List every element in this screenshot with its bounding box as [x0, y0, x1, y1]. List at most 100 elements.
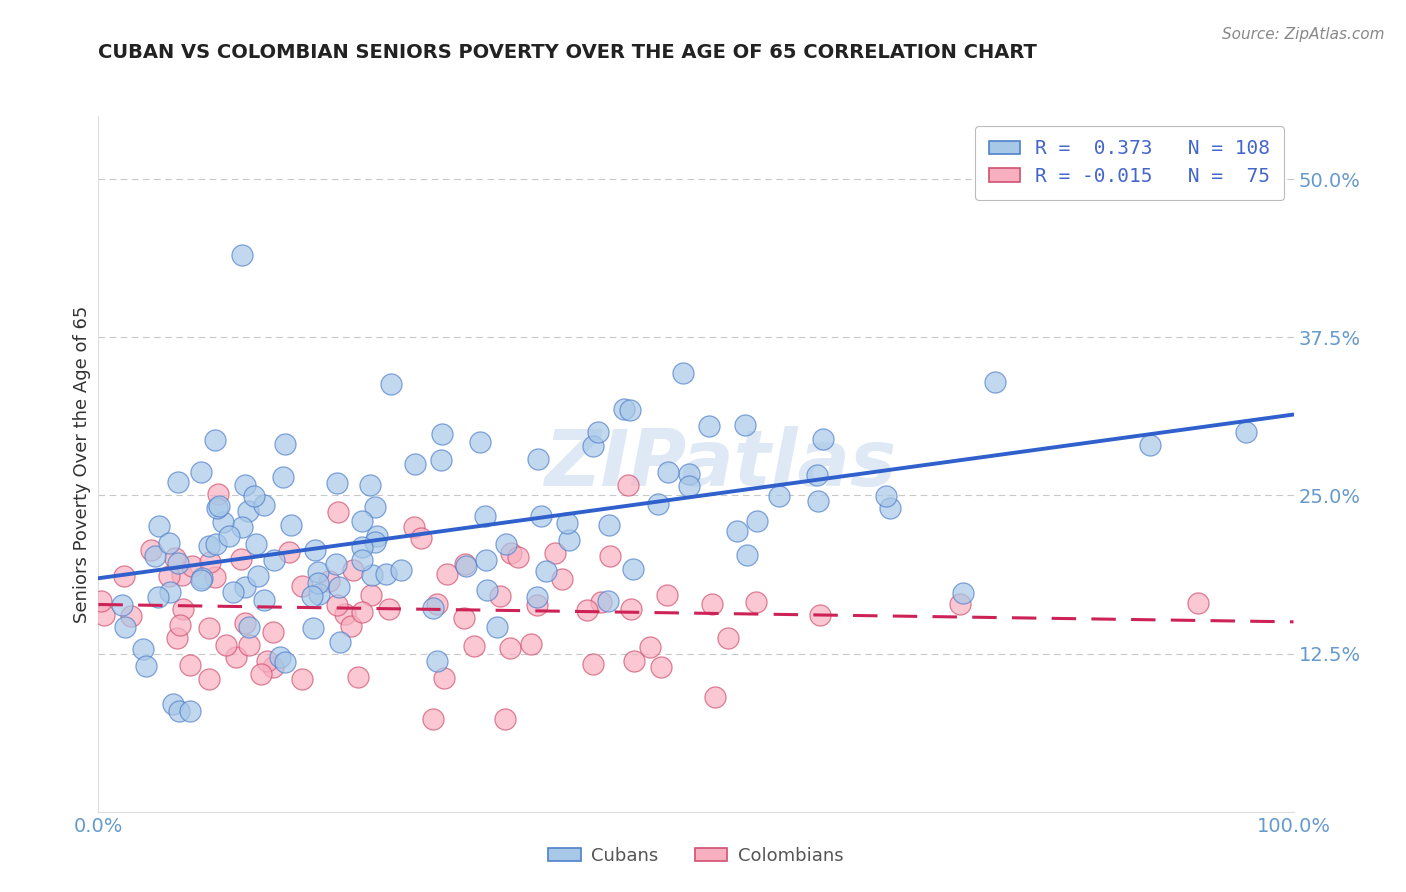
Point: [475, 583, 498, 598]
Point: [725, 524, 748, 538]
Point: [432, 672, 454, 686]
Point: [190, 573, 212, 587]
Point: [495, 537, 517, 551]
Point: [253, 498, 276, 512]
Point: [380, 377, 402, 392]
Point: [486, 620, 509, 634]
Point: [318, 574, 340, 589]
Point: [90, 594, 112, 608]
Point: [218, 528, 240, 542]
Point: [93, 608, 115, 623]
Point: [582, 439, 605, 453]
Point: [361, 568, 384, 582]
Point: [350, 605, 373, 619]
Point: [326, 475, 349, 490]
Point: [613, 402, 636, 417]
Point: [167, 556, 190, 570]
Point: [432, 427, 454, 442]
Point: [120, 608, 142, 623]
Point: [586, 425, 609, 440]
Point: [235, 478, 257, 492]
Point: [340, 619, 363, 633]
Point: [163, 551, 186, 566]
Point: [263, 553, 285, 567]
Point: [233, 580, 256, 594]
Point: [208, 499, 231, 513]
Point: [360, 588, 382, 602]
Point: [378, 602, 401, 616]
Text: ZIPatlas: ZIPatlas: [544, 425, 896, 502]
Point: [808, 608, 831, 623]
Point: [350, 553, 373, 567]
Point: [280, 517, 302, 532]
Point: [534, 564, 557, 578]
Point: [430, 453, 453, 467]
Point: [717, 631, 740, 645]
Point: [737, 548, 759, 562]
Point: [527, 452, 550, 467]
Point: [366, 529, 388, 543]
Point: [238, 638, 260, 652]
Point: [166, 631, 188, 645]
Point: [231, 520, 253, 534]
Point: [269, 649, 291, 664]
Point: [236, 504, 259, 518]
Point: [325, 557, 347, 571]
Point: [697, 419, 720, 434]
Point: [135, 659, 157, 673]
Point: [247, 569, 270, 583]
Point: [657, 588, 679, 602]
Point: [308, 587, 330, 601]
Point: [304, 543, 326, 558]
Point: [589, 595, 612, 609]
Point: [475, 553, 498, 567]
Point: [207, 487, 229, 501]
Point: [245, 536, 267, 550]
Point: [468, 435, 491, 450]
Point: [359, 478, 381, 492]
Point: [494, 712, 516, 726]
Point: [112, 569, 135, 583]
Point: [454, 558, 477, 573]
Point: [181, 559, 204, 574]
Point: [426, 654, 449, 668]
Point: [204, 570, 226, 584]
Point: [807, 493, 830, 508]
Point: [148, 518, 170, 533]
Point: [1139, 438, 1161, 452]
Point: [212, 515, 235, 529]
Point: [875, 489, 897, 503]
Point: [596, 594, 619, 608]
Point: [1234, 425, 1257, 440]
Point: [811, 432, 834, 446]
Legend: Cubans, Colombians: Cubans, Colombians: [541, 840, 851, 872]
Point: [235, 615, 257, 630]
Point: [422, 712, 444, 726]
Point: [520, 637, 543, 651]
Point: [197, 621, 219, 635]
Point: [983, 375, 1005, 389]
Point: [555, 516, 578, 530]
Y-axis label: Seniors Poverty Over the Age of 65: Seniors Poverty Over the Age of 65: [73, 305, 91, 623]
Point: [262, 660, 284, 674]
Point: [302, 621, 325, 635]
Point: [374, 566, 396, 581]
Point: [274, 655, 297, 669]
Point: [952, 585, 974, 599]
Point: [342, 564, 364, 578]
Point: [114, 620, 136, 634]
Point: [526, 598, 548, 612]
Point: [526, 590, 548, 604]
Point: [225, 649, 247, 664]
Text: CUBAN VS COLOMBIAN SENIORS POVERTY OVER THE AGE OF 65 CORRELATION CHART: CUBAN VS COLOMBIAN SENIORS POVERTY OVER …: [98, 44, 1038, 62]
Point: [243, 489, 266, 503]
Point: [474, 508, 496, 523]
Point: [734, 417, 756, 432]
Point: [501, 546, 523, 560]
Point: [204, 537, 226, 551]
Point: [229, 551, 252, 566]
Point: [198, 555, 221, 569]
Point: [253, 593, 276, 607]
Point: [623, 562, 645, 576]
Point: [139, 543, 162, 558]
